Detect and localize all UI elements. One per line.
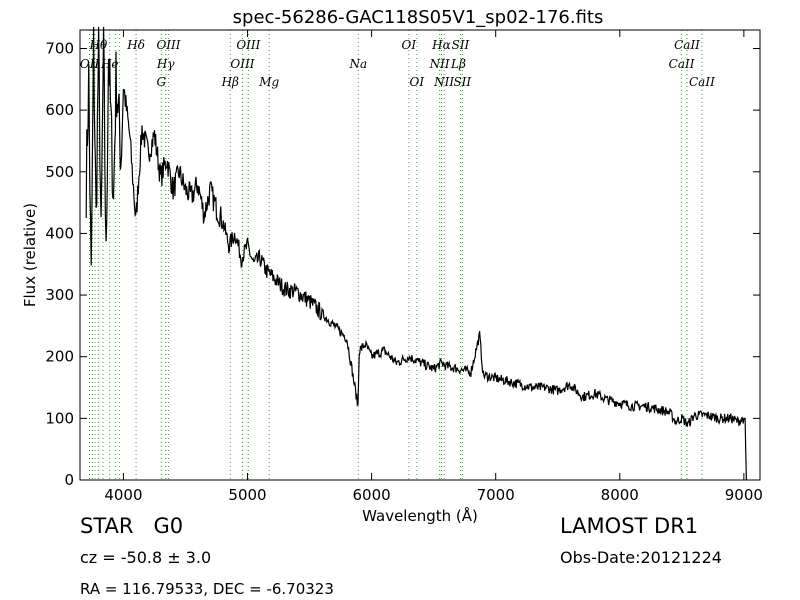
line-annotation-label: SII [453,75,471,89]
y-axis-ticks: 0 100 200 300 400 500 600 700 [45,39,760,489]
survey-name: LAMOST DR1 [560,514,699,538]
coordinates-readout: RA = 116.79533, DEC = -6.70323 [80,580,334,598]
object-class-label: STAR [80,514,134,538]
y-axis-label: Flux (relative) [21,203,39,307]
x-axis-ticks: 4000 5000 6000 7000 8000 9000 [104,30,763,504]
line-annotation-label: NII [433,75,454,89]
line-annotation-label: Mg [258,75,279,89]
x-tick-label: 4000 [104,486,142,504]
x-tick-label: 5000 [228,486,266,504]
line-annotation-label: Lβ [450,57,466,71]
line-annotation-label: OII [80,57,100,71]
line-annotation-label: OIII [230,57,254,71]
x-tick-label: 7000 [477,486,515,504]
line-annotation-label: NII [429,57,450,71]
object-class: STAR G0 [80,514,183,538]
line-annotation-label: G [156,75,166,89]
subclass-label: G0 [153,514,184,538]
line-annotation-label: Hα [431,38,451,52]
line-annotation-label: OIII [236,38,260,52]
chart-title: spec-56286-GAC118S05V1_sp02-176.fits [233,7,604,28]
x-axis-label: Wavelength (Å) [362,506,478,525]
y-tick-label: 100 [45,409,74,427]
x-tick-label: 8000 [601,486,639,504]
line-annotation-label: CaII [689,75,715,89]
y-tick-label: 500 [45,163,74,181]
line-annotation-label: CaII [669,57,695,71]
line-annotation-label: Hδ [126,38,145,52]
y-tick-label: 700 [45,39,74,57]
line-annotation-label: OI [409,75,424,89]
y-tick-label: 600 [45,101,74,119]
y-tick-label: 400 [45,224,74,242]
x-tick-label: 6000 [353,486,391,504]
y-tick-label: 300 [45,286,74,304]
line-annotation-label: OI [402,38,417,52]
line-annotation-label: Hβ [221,75,239,89]
line-annotation-label: Na [349,57,368,71]
line-annotation-label: CaII [674,38,700,52]
y-tick-label: 200 [45,348,74,366]
redshift-readout: cz = -50.8 ± 3.0 [80,548,212,567]
x-tick-label: 9000 [725,486,763,504]
observation-date: Obs-Date:20121224 [560,548,722,567]
line-annotation-label: Hγ [156,57,175,71]
line-annotation-label: SII [452,38,470,52]
plot-frame [79,29,761,481]
emission-line-markers [89,30,703,480]
spectrum-line [85,26,747,481]
y-tick-label: 0 [64,471,74,489]
line-annotation-label: OIII [156,38,180,52]
